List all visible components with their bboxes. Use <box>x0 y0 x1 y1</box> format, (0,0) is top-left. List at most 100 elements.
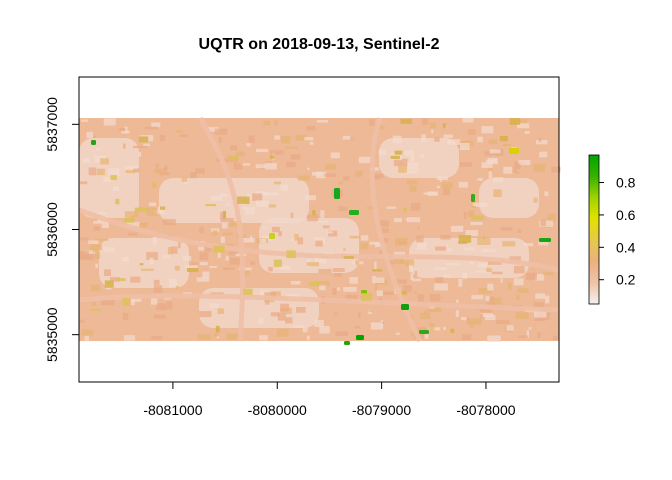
raster-pixel <box>229 221 242 227</box>
raster-pixel <box>317 220 329 223</box>
raster-pixel <box>140 268 154 271</box>
raster-patch <box>116 278 126 282</box>
raster-pixel <box>474 270 488 273</box>
raster-pixel <box>469 321 474 328</box>
raster-pixel <box>151 122 161 128</box>
raster-pixel <box>325 164 336 170</box>
raster-pixel <box>153 314 166 319</box>
raster-pixel <box>132 145 147 149</box>
raster-pixel <box>434 137 440 142</box>
raster-pixel <box>154 210 165 214</box>
raster-pixel <box>328 230 338 237</box>
raster-pixel <box>204 245 212 252</box>
raster-pixel <box>143 143 151 146</box>
raster-pixel <box>378 149 387 156</box>
raster-pixel <box>209 303 219 308</box>
raster-pixel <box>152 236 158 245</box>
raster-pixel <box>250 261 256 265</box>
raster-pixel <box>181 177 188 182</box>
raster-pixel <box>407 217 421 223</box>
raster-patch <box>509 118 521 125</box>
raster-pixel <box>315 240 323 247</box>
raster-pixel <box>149 257 154 264</box>
raster-pixel <box>245 207 256 215</box>
raster-pixel <box>469 261 474 265</box>
raster-pixel <box>399 162 402 165</box>
raster-pixel <box>410 202 421 211</box>
raster-pixel <box>104 269 111 277</box>
raster-road <box>78 293 560 313</box>
raster-pixel <box>478 288 492 294</box>
raster-pixel <box>226 333 241 340</box>
raster-pixel <box>489 296 494 302</box>
colorbar-fill <box>588 154 600 305</box>
raster-patch <box>231 155 238 161</box>
raster-patch <box>458 235 472 243</box>
raster-pixel <box>199 252 209 261</box>
raster-pixel <box>518 335 528 338</box>
raster-pixel <box>430 122 437 129</box>
raster-vegetation <box>509 148 519 154</box>
raster-pixel <box>338 206 348 211</box>
raster-pixel <box>507 282 512 291</box>
raster-pixel <box>335 331 348 337</box>
raster-pixel <box>221 221 228 229</box>
x-tick-label: -8081000 <box>143 402 202 418</box>
raster-pixel <box>138 151 142 157</box>
raster-pixel <box>450 225 464 232</box>
raster-pixel <box>535 140 548 145</box>
raster-pixel <box>242 237 255 243</box>
raster-pixel <box>93 220 102 224</box>
raster-pixel <box>435 277 444 284</box>
raster-pixel <box>445 262 460 266</box>
raster-pixel <box>534 273 545 281</box>
raster-pixel <box>123 335 136 341</box>
raster-pixel <box>481 162 493 169</box>
raster-pixel <box>443 326 447 330</box>
raster-pixel <box>222 232 233 236</box>
raster-pixel <box>96 147 100 151</box>
raster-pixel <box>285 146 298 149</box>
raster-road <box>369 117 423 343</box>
raster-pixel <box>342 135 355 140</box>
raster-pixel <box>343 176 349 181</box>
raster-pixel <box>90 284 101 292</box>
raster-patch <box>122 298 130 306</box>
raster-pixel <box>516 294 520 300</box>
raster-patch <box>213 245 225 253</box>
raster-pixel <box>423 192 436 195</box>
raster-pixel <box>343 248 346 251</box>
raster-pixel <box>489 149 501 154</box>
raster-pixel <box>369 241 380 245</box>
raster-patch <box>458 241 468 244</box>
raster-pixel <box>124 165 139 171</box>
raster-pixel <box>294 233 299 241</box>
raster-pixel <box>268 266 273 272</box>
raster-patch <box>471 215 484 220</box>
raster-pixel <box>443 187 450 196</box>
raster-patch <box>215 325 220 333</box>
raster-pixel <box>94 251 101 259</box>
raster-pixel <box>488 139 498 144</box>
raster-pixel <box>306 125 316 131</box>
raster-pixel <box>265 300 270 305</box>
raster-pixel <box>197 334 211 340</box>
raster-pixel <box>392 135 402 144</box>
raster-pixel <box>306 335 310 341</box>
raster-pixel <box>424 333 429 339</box>
raster-pixel <box>297 175 310 181</box>
raster-pixel <box>103 176 112 183</box>
raster-pixel <box>271 291 281 298</box>
x-tick-label: -8078000 <box>456 402 515 418</box>
raster-pixel <box>93 226 100 231</box>
raster-patch <box>186 268 199 272</box>
raster-pixel <box>515 163 521 170</box>
raster-pixel <box>429 323 435 331</box>
raster-pixel <box>84 335 89 342</box>
raster-pixel <box>220 211 226 220</box>
raster-pixel <box>354 326 361 329</box>
raster-pixel <box>477 136 484 143</box>
raster-pixel <box>84 254 94 261</box>
raster-patch <box>110 175 117 180</box>
raster-pixel <box>304 136 314 141</box>
